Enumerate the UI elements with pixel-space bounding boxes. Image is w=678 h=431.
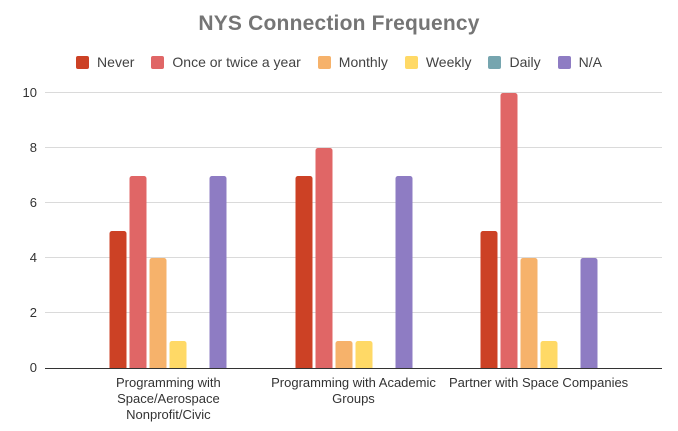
legend-swatch-icon bbox=[317, 55, 331, 69]
bar-monthly[interactable] bbox=[520, 258, 538, 368]
bar-cluster bbox=[480, 93, 598, 368]
bar-never[interactable] bbox=[109, 230, 127, 368]
bar-cluster bbox=[295, 148, 412, 368]
y-tick-label: 0 bbox=[29, 360, 37, 375]
bar-cluster bbox=[109, 175, 227, 368]
legend-swatch-icon bbox=[151, 55, 165, 69]
gridline bbox=[45, 147, 662, 148]
y-tick-label: 2 bbox=[29, 305, 37, 320]
category-label: Programming with Academic Groups bbox=[271, 375, 436, 406]
gridline bbox=[45, 92, 662, 93]
bar-n-a[interactable] bbox=[209, 175, 227, 368]
bar-once-or-twice-a-year[interactable] bbox=[315, 148, 332, 368]
legend-label: Daily bbox=[509, 54, 541, 70]
legend-swatch-icon bbox=[488, 55, 502, 69]
gridline bbox=[45, 202, 662, 203]
legend-item-once-or-twice-a-year[interactable]: Once or twice a year bbox=[151, 54, 301, 70]
bar-weekly[interactable] bbox=[169, 340, 187, 368]
bar-never[interactable] bbox=[295, 175, 312, 368]
bar-never[interactable] bbox=[480, 230, 498, 368]
y-tick-label: 4 bbox=[29, 250, 37, 265]
bar-weekly[interactable] bbox=[540, 340, 558, 368]
bar-once-or-twice-a-year[interactable] bbox=[129, 175, 147, 368]
legend-label: Monthly bbox=[338, 54, 388, 70]
bar-monthly[interactable] bbox=[149, 258, 167, 368]
legend-label: Weekly bbox=[425, 54, 472, 70]
legend-swatch-icon bbox=[404, 55, 418, 69]
legend-item-never[interactable]: Never bbox=[76, 54, 134, 70]
legend-label: Never bbox=[97, 54, 135, 70]
bar-once-or-twice-a-year[interactable] bbox=[500, 93, 518, 368]
bar-weekly[interactable] bbox=[355, 340, 372, 368]
bar-n-a[interactable] bbox=[580, 258, 598, 368]
category-label: Programming with Space/Aerospace Nonprof… bbox=[116, 375, 221, 422]
bar-monthly[interactable] bbox=[335, 340, 352, 368]
legend-item-monthly[interactable]: Monthly bbox=[317, 54, 388, 70]
legend-item-n-a[interactable]: N/A bbox=[557, 54, 602, 70]
gridline bbox=[45, 257, 662, 258]
legend-label: Once or twice a year bbox=[172, 54, 301, 70]
legend-label: N/A bbox=[578, 54, 602, 70]
chart-plot bbox=[45, 92, 662, 369]
legend-swatch-icon bbox=[557, 55, 571, 69]
gridline bbox=[45, 312, 662, 313]
legend-item-daily[interactable]: Daily bbox=[488, 54, 541, 70]
y-tick-label: 8 bbox=[29, 140, 37, 155]
legend-swatch-icon bbox=[76, 55, 90, 69]
y-tick-label: 10 bbox=[22, 85, 37, 100]
bar-n-a[interactable] bbox=[395, 175, 412, 368]
legend-item-weekly[interactable]: Weekly bbox=[404, 54, 472, 70]
category-label: Partner with Space Companies bbox=[448, 375, 629, 390]
y-tick-label: 6 bbox=[29, 195, 37, 210]
chart-title: NYS Connection Frequency bbox=[198, 12, 480, 35]
legend: Never Once or twice a year Monthly Weekly Da… bbox=[0, 54, 678, 70]
